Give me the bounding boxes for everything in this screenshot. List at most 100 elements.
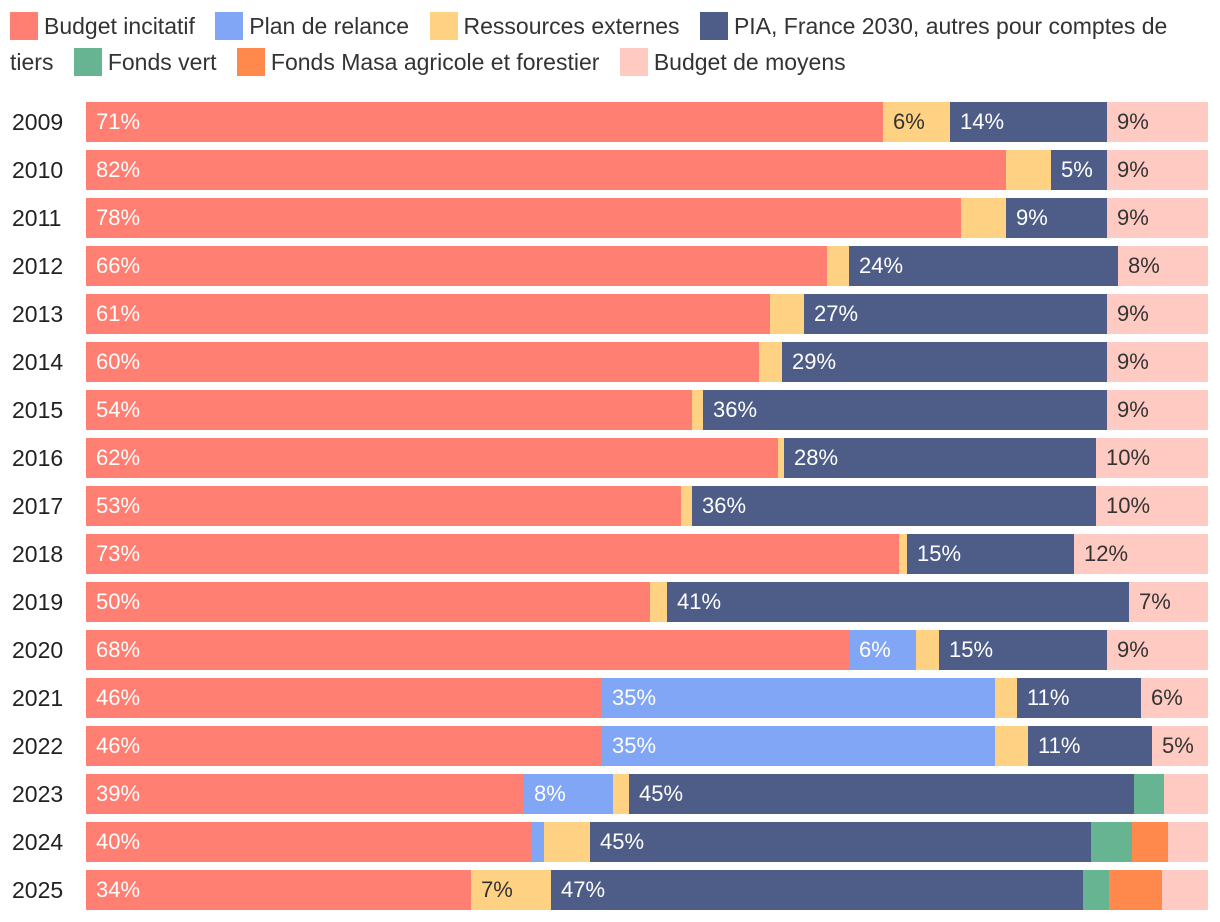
data-label-plan-de-relance-2020: 6% bbox=[859, 637, 891, 662]
data-label-pia-france-2030-autres-pour-comptes-de-tiers-2021: 11% bbox=[1027, 685, 1070, 710]
data-label-budget-incitatif-2013: 61% bbox=[96, 301, 141, 326]
bar-segment-fonds-vert-2024 bbox=[1091, 822, 1132, 862]
data-label-budget-incitatif-2015: 54% bbox=[96, 397, 141, 422]
legend-swatch-plan-de-relance bbox=[215, 12, 244, 40]
data-label-budget-incitatif-2024: 40% bbox=[96, 829, 141, 854]
bar-segment-pia-france-2030-autres-pour-comptes-de-tiers-2024: 45% bbox=[590, 822, 1091, 862]
data-label-budget-de-moyens-2017: 10% bbox=[1106, 493, 1151, 518]
bar-segment-budget-de-moyens-2009: 9% bbox=[1107, 102, 1208, 142]
data-label-budget-de-moyens-2014: 9% bbox=[1117, 349, 1149, 374]
legend-item-plan-de-relance: Plan de relance bbox=[215, 12, 410, 40]
bar-segment-budget-incitatif-2019: 50% bbox=[86, 582, 650, 622]
bar-segment-budget-de-moyens-2010: 9% bbox=[1107, 150, 1208, 190]
year-label-2022: 2022 bbox=[12, 733, 64, 759]
data-label-budget-incitatif-2022: 46% bbox=[96, 733, 141, 758]
legend: Budget incitatif Plan de relance Ressour… bbox=[10, 8, 1210, 80]
year-label-2019: 2019 bbox=[12, 589, 64, 615]
data-label-plan-de-relance-2022: 35% bbox=[612, 733, 657, 758]
data-label-pia-france-2030-autres-pour-comptes-de-tiers-2022: 11% bbox=[1038, 733, 1081, 758]
bar-segment-pia-france-2030-autres-pour-comptes-de-tiers-2013: 27% bbox=[804, 294, 1107, 334]
bar-segment-fonds-masa-agricole-et-forestier-2025 bbox=[1109, 870, 1162, 910]
data-label-budget-incitatif-2023: 39% bbox=[96, 781, 141, 806]
bar-segment-budget-incitatif-2022: 46% bbox=[86, 726, 602, 766]
year-label-2020: 2020 bbox=[12, 637, 64, 663]
bar-segment-ressources-externes-2010 bbox=[1006, 150, 1051, 190]
bar-segment-budget-de-moyens-2013: 9% bbox=[1107, 294, 1208, 334]
data-label-pia-france-2030-autres-pour-comptes-de-tiers-2010: 5% bbox=[1061, 157, 1093, 182]
data-label-budget-de-moyens-2011: 9% bbox=[1117, 205, 1149, 230]
bar-segment-budget-incitatif-2015: 54% bbox=[86, 390, 692, 430]
bar-segment-plan-de-relance-2022: 35% bbox=[602, 726, 995, 766]
bar-segment-budget-incitatif-2012: 66% bbox=[86, 246, 827, 286]
year-label-2014: 2014 bbox=[12, 349, 64, 375]
bar-segment-budget-incitatif-2021: 46% bbox=[86, 678, 602, 718]
bar-segment-budget-de-moyens-2025 bbox=[1162, 870, 1208, 910]
bar-segment-plan-de-relance-2021: 35% bbox=[602, 678, 995, 718]
bar-segment-plan-de-relance-2020: 6% bbox=[849, 630, 916, 670]
data-label-budget-incitatif-2020: 68% bbox=[96, 637, 141, 662]
data-label-budget-de-moyens-2018: 12% bbox=[1084, 541, 1129, 566]
bar-segment-budget-de-moyens-2012: 8% bbox=[1118, 246, 1208, 286]
data-label-budget-incitatif-2016: 62% bbox=[96, 445, 141, 470]
year-label-2016: 2016 bbox=[12, 445, 64, 471]
data-label-ressources-externes-2009: 6% bbox=[893, 109, 925, 134]
bar-segment-budget-incitatif-2017: 53% bbox=[86, 486, 681, 526]
bar-segment-pia-france-2030-autres-pour-comptes-de-tiers-2021: 11% bbox=[1017, 678, 1141, 718]
bar-segment-pia-france-2030-autres-pour-comptes-de-tiers-2015: 36% bbox=[703, 390, 1107, 430]
data-label-pia-france-2030-autres-pour-comptes-de-tiers-2016: 28% bbox=[794, 445, 839, 470]
data-label-pia-france-2030-autres-pour-comptes-de-tiers-2020: 15% bbox=[949, 637, 994, 662]
data-label-budget-de-moyens-2015: 9% bbox=[1117, 397, 1149, 422]
legend-item-ressources-externes: Ressources externes bbox=[429, 12, 680, 40]
legend-swatch-fonds-masa bbox=[236, 48, 265, 76]
bar-segment-fonds-masa-agricole-et-forestier-2024 bbox=[1132, 822, 1168, 862]
data-label-budget-de-moyens-2022: 5% bbox=[1162, 733, 1194, 758]
data-label-pia-france-2030-autres-pour-comptes-de-tiers-2013: 27% bbox=[814, 301, 859, 326]
bar-segment-budget-de-moyens-2014: 9% bbox=[1107, 342, 1208, 382]
bar-segment-pia-france-2030-autres-pour-comptes-de-tiers-2017: 36% bbox=[692, 486, 1096, 526]
year-label-2018: 2018 bbox=[12, 541, 64, 567]
data-label-budget-incitatif-2014: 60% bbox=[96, 349, 141, 374]
data-label-budget-de-moyens-2010: 9% bbox=[1117, 157, 1149, 182]
data-label-budget-de-moyens-2021: 6% bbox=[1151, 685, 1183, 710]
year-label-2024: 2024 bbox=[12, 829, 64, 855]
bar-segment-ressources-externes-2022 bbox=[995, 726, 1028, 766]
bar-segment-pia-france-2030-autres-pour-comptes-de-tiers-2023: 45% bbox=[629, 774, 1134, 814]
bar-segment-budget-de-moyens-2015: 9% bbox=[1107, 390, 1208, 430]
year-label-2013: 2013 bbox=[12, 301, 64, 327]
bar-segment-budget-incitatif-2009: 71% bbox=[86, 102, 883, 142]
bar-segment-pia-france-2030-autres-pour-comptes-de-tiers-2012: 24% bbox=[849, 246, 1118, 286]
data-label-budget-incitatif-2017: 53% bbox=[96, 493, 141, 518]
legend-swatch-fonds-vert bbox=[73, 48, 102, 76]
data-label-budget-incitatif-2025: 34% bbox=[96, 877, 141, 902]
data-label-budget-de-moyens-2013: 9% bbox=[1117, 301, 1149, 326]
legend-item-fonds-masa: Fonds Masa agricole et forestier bbox=[236, 48, 599, 76]
data-label-plan-de-relance-2021: 35% bbox=[612, 685, 657, 710]
legend-label-plan-de-relance: Plan de relance bbox=[249, 13, 410, 39]
data-label-ressources-externes-2025: 7% bbox=[481, 877, 513, 902]
bar-segment-ressources-externes-2011 bbox=[961, 198, 1006, 238]
legend-label-budget-incitatif: Budget incitatif bbox=[44, 13, 195, 39]
bar-segment-pia-france-2030-autres-pour-comptes-de-tiers-2009: 14% bbox=[950, 102, 1107, 142]
bar-segment-budget-de-moyens-2023 bbox=[1164, 774, 1208, 814]
data-label-budget-incitatif-2021: 46% bbox=[96, 685, 141, 710]
data-label-budget-incitatif-2018: 73% bbox=[96, 541, 141, 566]
data-label-pia-france-2030-autres-pour-comptes-de-tiers-2014: 29% bbox=[792, 349, 837, 374]
year-label-2012: 2012 bbox=[12, 253, 64, 279]
data-label-pia-france-2030-autres-pour-comptes-de-tiers-2017: 36% bbox=[702, 493, 747, 518]
bar-segment-ressources-externes-2009: 6% bbox=[883, 102, 950, 142]
bar-segment-plan-de-relance-2024 bbox=[532, 822, 544, 862]
data-label-budget-de-moyens-2016: 10% bbox=[1106, 445, 1151, 470]
legend-label-ressources-externes: Ressources externes bbox=[463, 13, 680, 39]
data-label-budget-incitatif-2011: 78% bbox=[96, 205, 141, 230]
data-label-pia-france-2030-autres-pour-comptes-de-tiers-2023: 45% bbox=[639, 781, 684, 806]
data-label-plan-de-relance-2023: 8% bbox=[534, 781, 566, 806]
bar-segment-fonds-vert-2023 bbox=[1134, 774, 1164, 814]
bar-segment-pia-france-2030-autres-pour-comptes-de-tiers-2010: 5% bbox=[1051, 150, 1107, 190]
bar-segment-budget-de-moyens-2016: 10% bbox=[1096, 438, 1208, 478]
bar-segment-pia-france-2030-autres-pour-comptes-de-tiers-2020: 15% bbox=[939, 630, 1107, 670]
bar-segment-budget-incitatif-2016: 62% bbox=[86, 438, 778, 478]
year-label-2009: 2009 bbox=[12, 109, 64, 135]
data-label-budget-de-moyens-2012: 8% bbox=[1128, 253, 1160, 278]
data-label-pia-france-2030-autres-pour-comptes-de-tiers-2024: 45% bbox=[600, 829, 645, 854]
bar-segment-ressources-externes-2018 bbox=[899, 534, 907, 574]
